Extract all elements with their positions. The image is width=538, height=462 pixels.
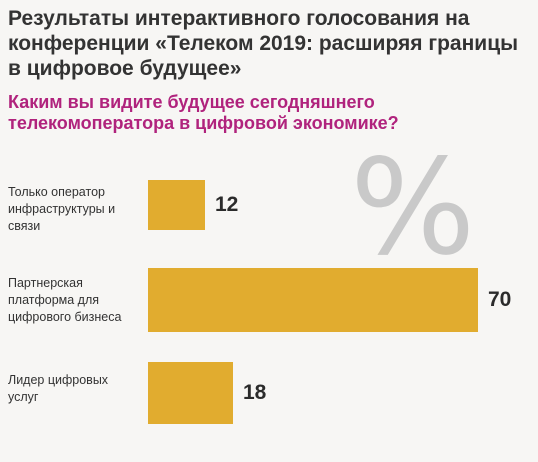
chart-title: Результаты интерактивного голосования на… [8, 7, 519, 80]
value-label: 70 [488, 288, 512, 311]
category-label: Лидер цифровых услуг [8, 373, 109, 404]
bar [148, 180, 205, 230]
percent-sign: % [350, 131, 476, 285]
bar [148, 362, 233, 424]
value-label: 18 [243, 381, 267, 404]
value-label: 12 [215, 193, 239, 216]
bar [148, 268, 478, 332]
category-label: Партнерская платформа для цифрового бизн… [8, 276, 122, 324]
chart-subtitle: Каким вы видите будущее сегодняшнего тел… [8, 92, 399, 133]
category-label: Только оператор инфраструктуры и связи [8, 185, 116, 233]
